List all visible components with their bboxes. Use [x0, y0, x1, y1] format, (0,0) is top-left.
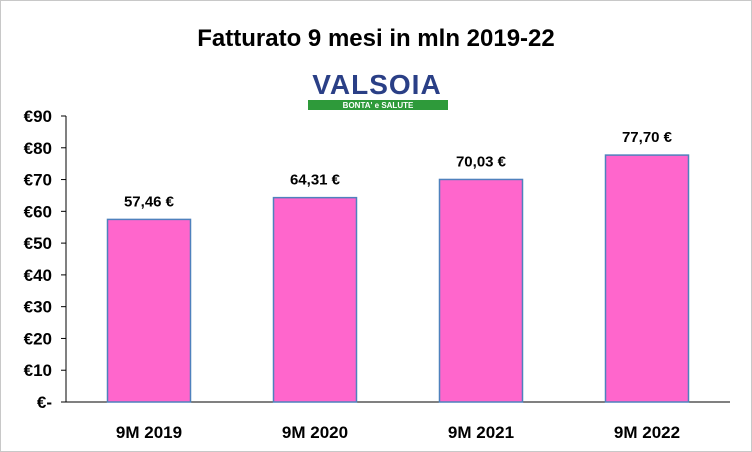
chart-title: Fatturato 9 mesi in mln 2019-22 [197, 25, 554, 52]
logo-band [308, 100, 448, 110]
x-tick-label-2: 9M 2020 [282, 423, 348, 442]
x-axis-ticks: 9M 2019 9M 2020 9M 2021 9M 2022 [116, 423, 680, 442]
y-tick-label: €50 [24, 234, 52, 253]
logo-wordmark: VALSOIA [312, 69, 441, 100]
y-tick-label: €10 [24, 361, 52, 380]
brand-logo: VALSOIA BONTA' e SALUTE [308, 69, 448, 110]
bar-1 [106, 218, 192, 403]
y-tick-label: €80 [24, 139, 52, 158]
y-tick-label: €90 [24, 107, 52, 126]
data-labels: 57,46 € 64,31 € 70,03 € 77,70 € [124, 129, 673, 210]
y-tick-label: €40 [24, 266, 52, 285]
y-tick-label: €- [37, 393, 52, 412]
bar-2 [272, 196, 358, 403]
data-label-3: 70,03 € [456, 153, 507, 170]
y-tick-label: €60 [24, 202, 52, 221]
data-label-2: 64,31 € [290, 172, 341, 189]
bar-3 [438, 178, 524, 403]
y-tick-label: €30 [24, 298, 52, 317]
y-axis-ticks: €- €10 €20 €30 €40 €50 €60 €70 €80 €90 [24, 107, 66, 412]
x-tick-label-4: 9M 2022 [614, 423, 680, 442]
data-label-1: 57,46 € [124, 193, 175, 210]
logo-tagline: BONTA' e SALUTE [343, 101, 414, 110]
y-tick-label: €70 [24, 171, 52, 190]
bar-series [106, 154, 690, 403]
x-tick-label-3: 9M 2021 [448, 423, 514, 442]
x-tick-label-1: 9M 2019 [116, 423, 182, 442]
y-tick-label: €20 [24, 329, 52, 348]
bar-4 [604, 154, 690, 403]
data-label-4: 77,70 € [622, 129, 673, 146]
